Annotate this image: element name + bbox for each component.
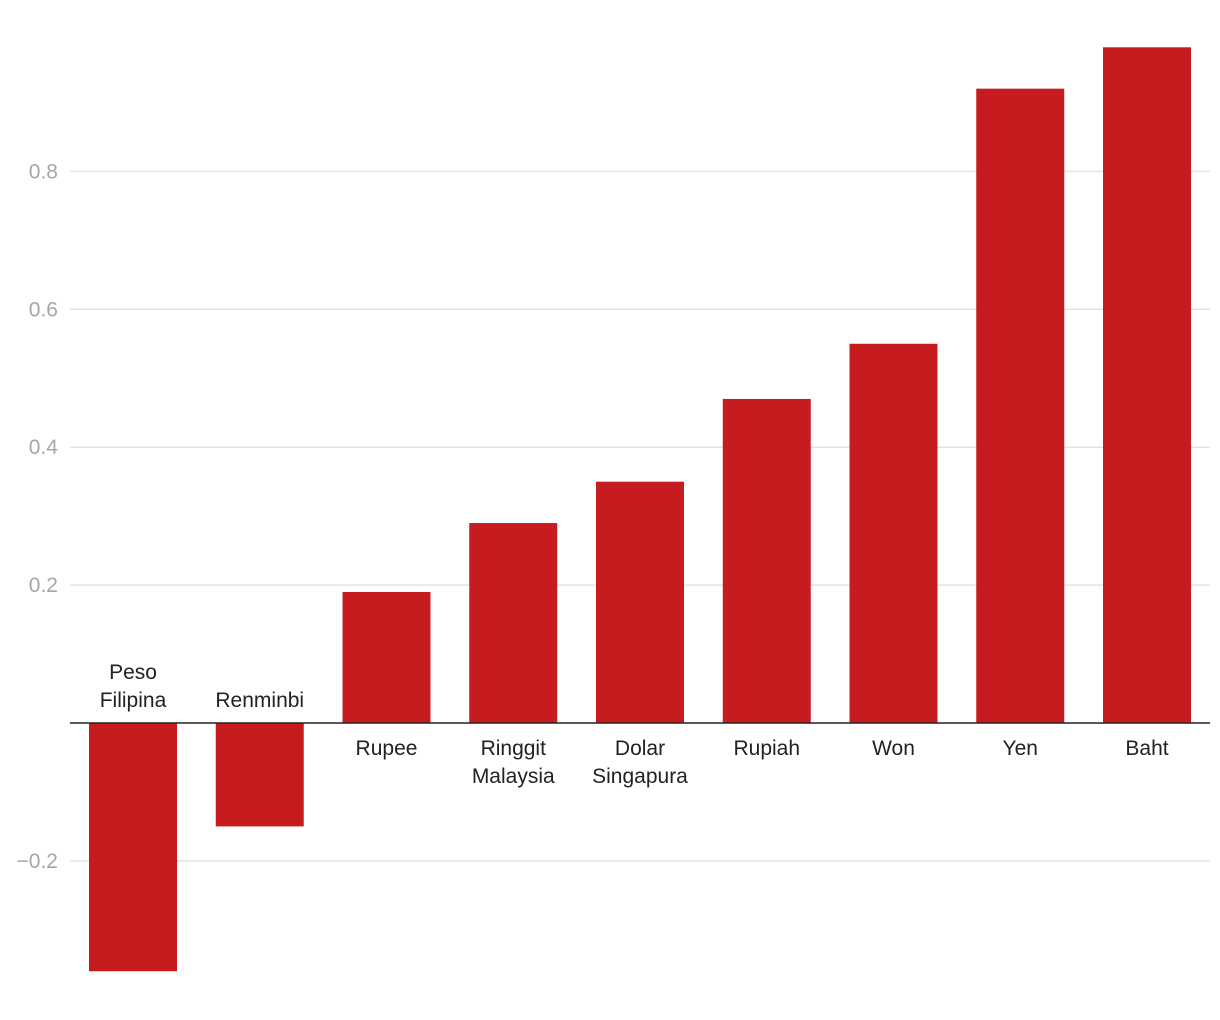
bar <box>976 88 1065 723</box>
category-label: Yen <box>1003 737 1038 760</box>
bar <box>722 398 811 723</box>
category-label: Peso Filipina <box>100 661 167 712</box>
category-label: Baht <box>1125 737 1168 760</box>
y-tick-label: −0.2 <box>17 850 58 873</box>
category-label: Rupiah <box>733 737 800 760</box>
y-tick-label: 0.4 <box>29 436 59 459</box>
y-axis-tick-labels: −0.2 0.2 0.4 0.6 0.8 <box>17 160 59 873</box>
bars <box>89 47 1191 972</box>
bar <box>215 723 304 827</box>
category-label: Dolar Singapura <box>592 737 688 788</box>
category-label: Won <box>872 737 915 760</box>
bar <box>596 481 684 723</box>
category-label: Ringgit Malaysia <box>472 737 555 788</box>
bar <box>469 523 558 723</box>
category-label: Renminbi <box>215 689 304 712</box>
category-label: Rupee <box>356 737 418 760</box>
bar <box>1103 47 1191 724</box>
bar <box>849 343 938 723</box>
bar <box>342 591 431 723</box>
bar <box>89 723 177 972</box>
y-tick-label: 0.2 <box>29 574 58 597</box>
y-tick-label: 0.6 <box>29 298 58 321</box>
category-labels: Peso Filipina Renminbi Rupee Ringgit Malaysia… <box>100 661 1169 788</box>
y-tick-label: 0.8 <box>29 160 58 183</box>
